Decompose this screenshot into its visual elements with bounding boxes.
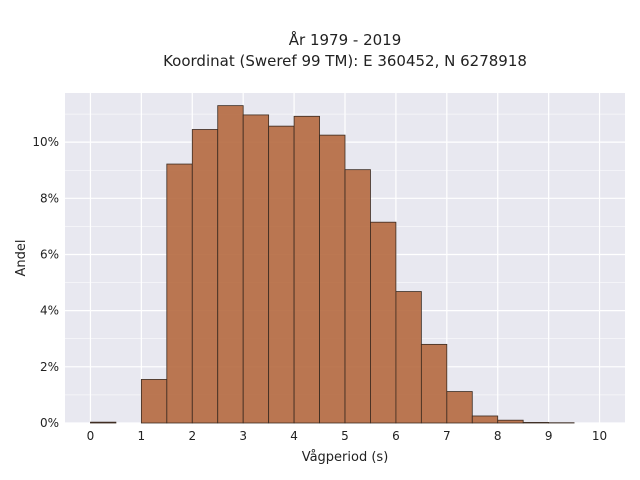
histogram-bar — [344, 169, 371, 424]
histogram-bar — [395, 291, 422, 424]
histogram-bar — [242, 114, 270, 424]
histogram-bar — [497, 419, 524, 424]
histogram-bar — [446, 391, 473, 424]
histogram-bar — [268, 125, 295, 424]
x-axis-label: Vågperiod (s) — [302, 450, 389, 465]
x-tick-label: 9 — [545, 429, 553, 443]
x-tick-label: 6 — [392, 429, 400, 443]
x-tick-label: 1 — [138, 429, 146, 443]
y-tick-label: 2% — [40, 360, 59, 374]
histogram-bar — [140, 379, 168, 424]
histogram-bar — [319, 134, 346, 424]
histogram-bar — [166, 163, 193, 424]
x-tick-label: 5 — [341, 429, 349, 443]
x-tick-label: 4 — [290, 429, 298, 443]
histogram-bar — [90, 421, 117, 424]
histogram-bar — [293, 115, 320, 424]
chart-title-line-1: År 1979 - 2019 — [289, 30, 402, 49]
y-axis-ticks: 0% 2% 4% 6% 8% 10% — [32, 135, 59, 430]
x-tick-label: 8 — [494, 429, 502, 443]
y-tick-label: 10% — [32, 135, 59, 149]
x-tick-label: 0 — [87, 429, 95, 443]
x-tick-label: 7 — [443, 429, 451, 443]
histogram-bar — [522, 422, 550, 424]
y-tick-label: 6% — [40, 247, 59, 261]
histogram-bar — [420, 343, 448, 424]
x-tick-label: 2 — [188, 429, 196, 443]
chart-title-line-2: Koordinat (Sweref 99 TM): E 360452, N 62… — [163, 52, 527, 70]
x-tick-label: 3 — [239, 429, 247, 443]
histogram-bar — [370, 221, 397, 424]
histogram-bar — [217, 105, 244, 424]
x-axis-ticks: 0 1 2 3 4 5 6 7 8 9 10 — [87, 429, 608, 443]
y-tick-label: 0% — [40, 416, 59, 430]
y-axis-label: Andel — [14, 240, 29, 277]
y-tick-label: 8% — [40, 191, 59, 205]
x-tick-label: 10 — [592, 429, 607, 443]
bars — [90, 105, 575, 424]
y-tick-label: 4% — [40, 304, 59, 318]
histogram-bar — [471, 415, 499, 424]
histogram-bar — [191, 129, 219, 424]
